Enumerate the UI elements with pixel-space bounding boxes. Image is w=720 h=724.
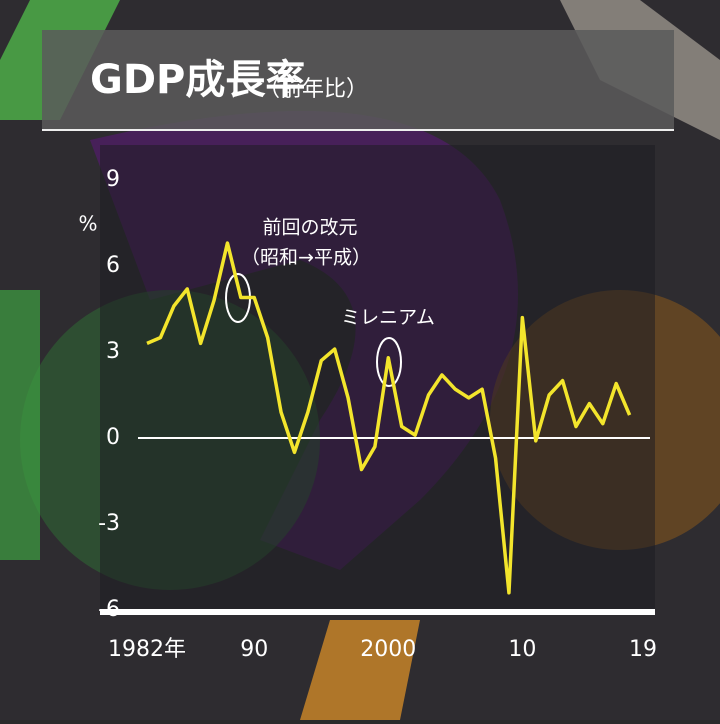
- plot-area: [100, 145, 655, 615]
- x-tick-label: 19: [629, 637, 657, 662]
- chart-title: GDP成長率: [90, 57, 305, 103]
- annotation-text: （昭和→平成）: [241, 247, 371, 269]
- y-tick-label: -3: [98, 511, 120, 536]
- y-tick-label: 0: [106, 425, 120, 450]
- annotation-text: ミレニアム: [341, 307, 435, 329]
- title-bar: [42, 30, 674, 130]
- x-tick-label: 1982年: [108, 637, 186, 662]
- y-tick-label: 9: [106, 167, 120, 192]
- annotation-text: 前回の改元: [262, 217, 357, 239]
- annotation: 前回の改元 （昭和→平成） ミレニアム: [225, 217, 435, 387]
- data-line: [146, 241, 632, 595]
- annotation-circle: [376, 337, 402, 387]
- y-tick-label: 3: [106, 339, 120, 364]
- y-unit: %: [78, 212, 97, 236]
- x-tick-label: 90: [240, 637, 268, 662]
- y-tick-label: 6: [106, 253, 120, 278]
- x-tick-label: 10: [508, 637, 536, 662]
- x-tick-label: 2000: [360, 637, 416, 662]
- chart-subtitle: （前年比）: [258, 77, 368, 102]
